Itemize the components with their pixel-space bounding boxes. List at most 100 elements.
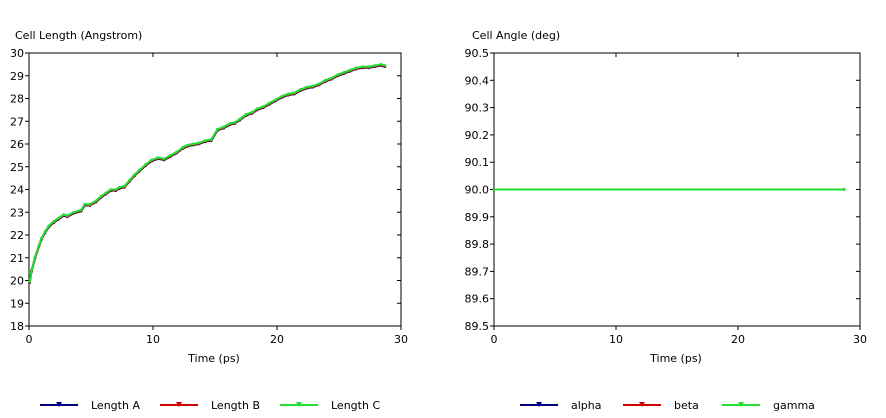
plot-area-angle: 89.5 89.6 89.7 89.8 89.9 90.0 90.1 90.2 90.3 90.4… [465, 47, 868, 346]
legend-label: Length A [91, 399, 140, 412]
data-point-length-c [72, 210, 76, 214]
legend-marker [56, 402, 62, 407]
y-tick-label: 18 [10, 320, 24, 333]
data-point-length-c [150, 158, 154, 162]
data-point-length-c [162, 157, 166, 161]
x-axis-label-angle: Time (ps) [649, 352, 702, 365]
data-point-length-c [311, 84, 315, 88]
data-point-length-c [47, 224, 51, 228]
y-tick-label: 89.8 [465, 238, 490, 251]
y-tick-label: 28 [10, 93, 24, 106]
data-point-length-c [216, 127, 219, 131]
y-tick-label: 20 [10, 275, 24, 288]
y-tick-label: 90.0 [465, 184, 490, 197]
data-point-length-c [373, 64, 377, 67]
series-line-length-b [28, 64, 386, 283]
legend-marker [536, 402, 542, 407]
legend-marker [639, 402, 645, 407]
data-point-length-c [348, 68, 352, 72]
x-tick-label: 30 [853, 333, 867, 346]
y-tick-label: 19 [10, 297, 24, 310]
data-point-length-c [52, 219, 56, 223]
data-point-length-c [37, 243, 41, 247]
y-tick-label: 25 [10, 161, 24, 174]
data-point-length-c [280, 94, 284, 98]
data-point-length-c [305, 85, 309, 89]
data-point-gamma [492, 188, 496, 191]
data-point-length-c [228, 122, 232, 125]
data-point-length-c [323, 78, 327, 82]
data-point-length-c [62, 213, 66, 216]
legend-marker [176, 402, 182, 407]
y-tick-label: 89.9 [465, 211, 490, 224]
data-point-length-c [118, 185, 121, 189]
plot-area-length: 18 19 20 21 22 23 24 25 26 27 28 29 30 0 10 20 30 [10, 47, 408, 346]
data-point-length-c [33, 255, 37, 259]
y-tick-label: 90.1 [465, 156, 490, 169]
data-point-length-c [156, 156, 160, 160]
series-line-length-a [28, 64, 386, 283]
data-point-length-c [286, 92, 290, 96]
data-point-gamma [842, 188, 846, 191]
x-tick-label: 20 [731, 333, 745, 346]
data-point-length-c [268, 101, 271, 105]
x-axis-label-length: Time (ps) [187, 352, 240, 365]
legend-label: gamma [773, 399, 815, 412]
legend-label: Length C [331, 399, 380, 412]
y-tick-label: 89.6 [465, 293, 490, 306]
y-tick-label: 23 [10, 206, 24, 219]
y-tick-label: 90.4 [465, 74, 490, 87]
data-point-length-c [79, 208, 83, 212]
y-tick-label: 21 [10, 252, 24, 265]
data-point-length-c [99, 194, 103, 198]
x-tick-label: 0 [491, 333, 498, 346]
data-point-length-c [209, 138, 213, 141]
data-point-length-c [168, 153, 172, 157]
data-point-length-c [94, 199, 98, 203]
data-point-length-c [383, 64, 387, 67]
data-point-length-c [222, 125, 226, 129]
data-point-length-c [299, 88, 302, 91]
y-tick-label: 24 [10, 184, 24, 197]
data-point-length-c [175, 150, 178, 154]
data-point-length-c [181, 146, 185, 149]
data-point-length-c [317, 82, 321, 86]
y-tick-label: 89.5 [465, 320, 490, 333]
data-point-length-c [83, 202, 87, 206]
chart-title-length: Cell Length (Angstrom) [15, 29, 142, 42]
chart-cell-length: Cell Length (Angstrom) 18 19 20 21 22 23 24 25 2… [10, 29, 408, 412]
x-tick-label: 0 [26, 333, 33, 346]
data-point-length-c [233, 120, 237, 124]
data-point-length-c [238, 117, 242, 121]
data-point-length-c [104, 191, 108, 195]
plot-frame [28, 52, 402, 327]
chart-cell-angle: Cell Angle (deg) 89.5 89.6 89.7 89.8 89.9 90.… [465, 29, 868, 412]
data-point-length-c [367, 65, 371, 69]
legend-marker [738, 402, 744, 407]
x-tick-label: 10 [146, 333, 160, 346]
legend-label: alpha [571, 399, 602, 412]
data-point-length-c [66, 214, 69, 218]
legend-label: beta [674, 399, 699, 412]
data-point-length-c [292, 91, 296, 95]
y-tick-label: 90.3 [465, 102, 490, 115]
data-point-length-c [244, 113, 248, 116]
data-point-length-c [203, 139, 207, 142]
x-tick-label: 30 [394, 333, 408, 346]
data-point-length-c [88, 202, 92, 206]
data-point-length-c [144, 163, 147, 166]
legend-length: Length A Length B Length C [40, 399, 380, 412]
data-point-length-c [250, 110, 254, 114]
y-tick-label: 26 [10, 138, 24, 151]
data-point-length-c [379, 62, 383, 66]
y-tick-label: 90.5 [465, 47, 490, 60]
chart-title-angle: Cell Angle (deg) [472, 29, 560, 42]
legend-angle: alpha beta gamma [520, 399, 815, 412]
data-point-length-c [255, 107, 259, 111]
data-point-length-c [128, 179, 131, 182]
x-tick-label: 20 [270, 333, 284, 346]
data-point-length-c [354, 66, 358, 70]
data-point-length-c [274, 98, 278, 102]
y-tick-label: 22 [10, 229, 24, 242]
